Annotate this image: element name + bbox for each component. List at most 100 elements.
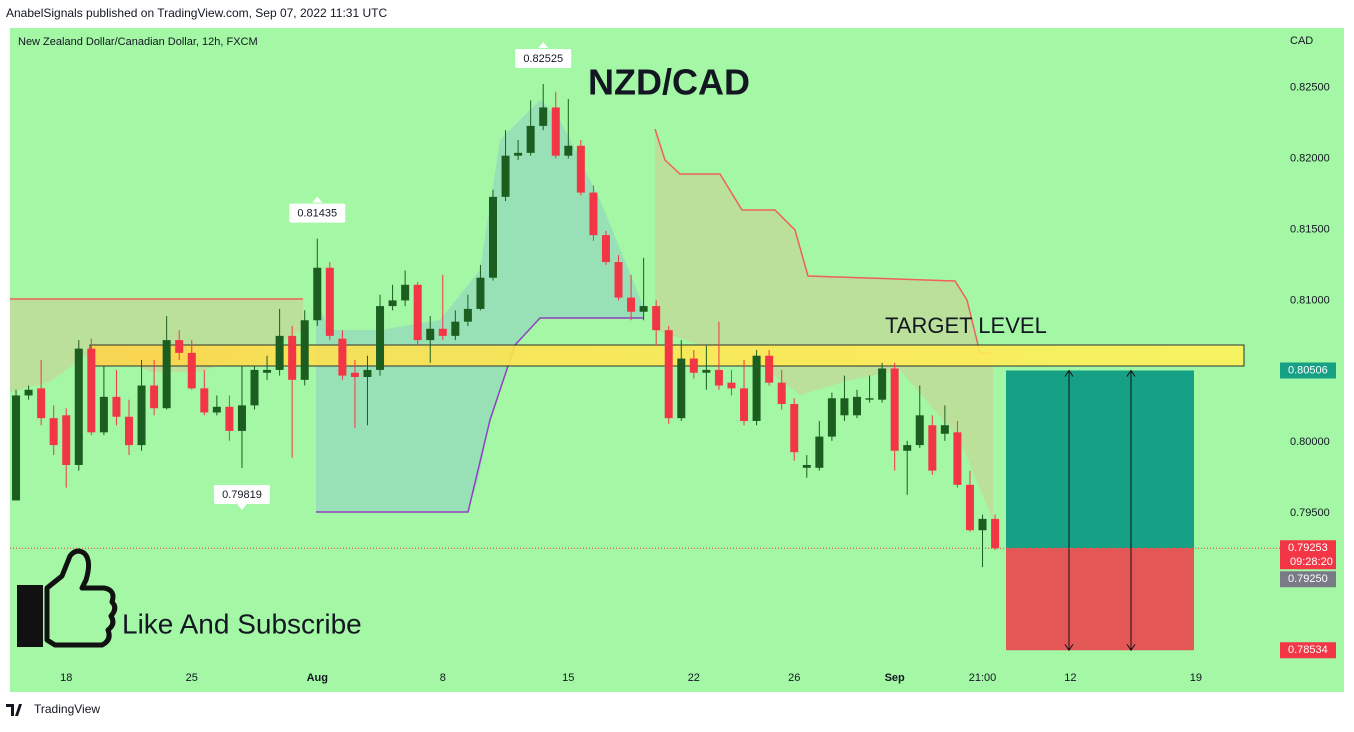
- x-tick-label: 19: [1190, 672, 1202, 684]
- x-tick-label: 8: [440, 672, 446, 684]
- candle-body: [225, 406, 234, 431]
- candle-body: [250, 369, 259, 406]
- price-label-box: [1280, 642, 1336, 659]
- price-label-text: 0.79253: [1288, 542, 1328, 554]
- candle-body: [915, 415, 924, 446]
- y-tick-label: 0.81000: [1290, 294, 1330, 306]
- x-tick-label: Sep: [885, 672, 905, 684]
- countdown: 09:28:20: [1290, 556, 1333, 568]
- candle-body: [150, 385, 159, 409]
- candle-body: [501, 155, 510, 197]
- candle-body: [476, 277, 485, 309]
- chart-title: NZD/CAD: [588, 62, 750, 103]
- footer-text: TradingView: [34, 702, 100, 716]
- candle-body: [978, 518, 987, 531]
- currency: CAD: [1290, 35, 1313, 47]
- candle-body: [514, 152, 523, 156]
- price-label-text: 0.78534: [1288, 644, 1328, 656]
- candle-body: [438, 328, 447, 336]
- candle-body: [212, 406, 221, 413]
- x-tick-label: 21:00: [969, 672, 997, 684]
- callout-text: 0.81435: [297, 208, 337, 220]
- candle-body: [488, 196, 497, 278]
- y-tick-label: 0.82000: [1290, 152, 1330, 164]
- candle-body: [263, 369, 272, 373]
- candle-body: [991, 518, 1000, 549]
- y-tick-label: 0.80000: [1290, 436, 1330, 448]
- x-tick-label: 12: [1064, 672, 1076, 684]
- candle-body: [237, 405, 246, 431]
- y-tick-label: 0.82500: [1290, 81, 1330, 93]
- callout-box: [289, 203, 346, 223]
- candle-body: [714, 369, 723, 386]
- profit-zone: [1006, 370, 1194, 549]
- candle-body: [928, 425, 937, 471]
- price-label-box: [1280, 362, 1336, 379]
- candle-body: [614, 262, 623, 298]
- candle-body: [878, 368, 887, 400]
- candle-body: [388, 300, 397, 307]
- candle-body: [12, 395, 21, 501]
- candle-body: [62, 415, 71, 465]
- candle-body: [74, 348, 83, 465]
- candle-body: [815, 436, 824, 468]
- x-tick-label: 22: [688, 672, 700, 684]
- callout-text: 0.82525: [523, 53, 563, 65]
- candle-body: [363, 369, 372, 378]
- candle-body: [752, 355, 761, 421]
- candle-body: [652, 306, 661, 331]
- right-area: [655, 129, 993, 520]
- candle-body: [564, 145, 573, 156]
- candle-body: [840, 398, 849, 416]
- candle-body: [49, 418, 58, 446]
- callout-pointer: [538, 42, 549, 49]
- publisher: AnabelSignals published on TradingView.c…: [6, 6, 387, 20]
- candle-body: [576, 145, 585, 193]
- candle-body: [677, 358, 686, 419]
- candle-body: [413, 284, 422, 341]
- price-label-box: [1280, 571, 1336, 588]
- target-label: TARGET LEVEL: [885, 313, 1047, 338]
- candle-body: [350, 372, 359, 378]
- candle-body: [702, 369, 711, 373]
- price-label-text: 0.79250: [1288, 573, 1328, 585]
- candle-body: [463, 308, 472, 322]
- candle-body: [689, 358, 698, 373]
- candle-body: [187, 352, 196, 389]
- candle-body: [664, 330, 673, 419]
- callout-box: [515, 49, 572, 69]
- x-tick-label: Aug: [307, 672, 328, 684]
- candle-body: [200, 388, 209, 413]
- candle-body: [313, 267, 322, 321]
- candle-body: [940, 425, 949, 434]
- candle-body: [288, 335, 297, 380]
- candle-body: [275, 335, 284, 370]
- candle-body: [24, 389, 33, 396]
- candle-body: [777, 382, 786, 404]
- candle-body: [903, 445, 912, 451]
- candle-body: [639, 306, 648, 312]
- red-band: [10, 128, 993, 354]
- candle-body: [890, 368, 899, 451]
- candle-body: [526, 125, 535, 153]
- thumbs-up-icon: [17, 548, 118, 648]
- candle-body: [865, 398, 874, 400]
- y-tick-label: 0.81500: [1290, 223, 1330, 235]
- candle-body: [539, 107, 548, 126]
- x-tick-label: 26: [788, 672, 800, 684]
- candle-body: [300, 320, 309, 380]
- candle-body: [953, 432, 962, 485]
- candle-body: [740, 388, 749, 421]
- candle-body: [727, 382, 736, 389]
- candle-body: [162, 340, 171, 409]
- candle-body: [827, 398, 836, 437]
- cta-text: Like And Subscribe: [122, 608, 362, 639]
- candle-body: [765, 355, 774, 383]
- symbol: New Zealand Dollar/Canadian Dollar, 12h,…: [18, 36, 258, 48]
- price-label-text: 0.80506: [1288, 364, 1328, 376]
- candle-body: [401, 284, 410, 301]
- loss-zone: [1006, 548, 1194, 651]
- callout-pointer: [312, 196, 323, 203]
